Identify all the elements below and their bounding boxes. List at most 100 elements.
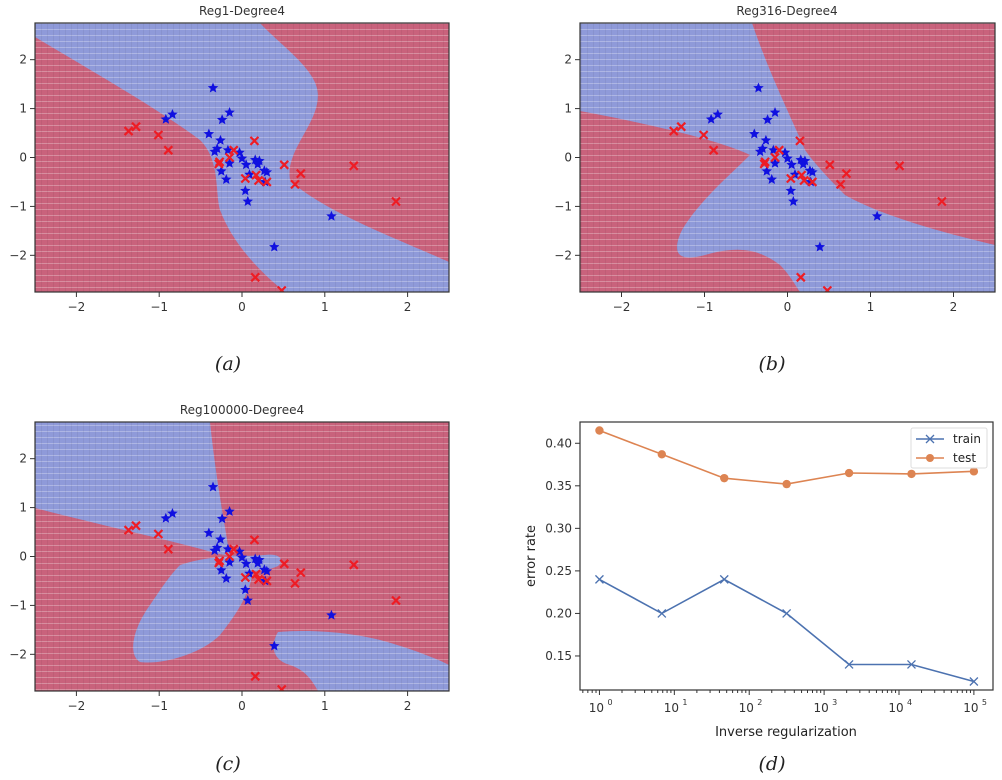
x-point	[228, 544, 239, 554]
y-tick-label: 0.30	[545, 521, 572, 535]
x-tick-label: −2	[613, 300, 631, 314]
y-tick-label: 1	[564, 102, 572, 116]
x-point	[290, 578, 300, 589]
x-point	[262, 177, 272, 187]
y-tick-label: −1	[554, 199, 572, 213]
y-tick-label: 0	[19, 151, 27, 165]
star-point	[207, 82, 219, 93]
panel-d: 10 0 10 1 10 2 10 3 10 4 10 50.150.200.250.300.350.…	[524, 421, 994, 775]
x-tick-exponent: 1	[682, 698, 687, 707]
caption-a: (a)	[215, 353, 241, 375]
x-point	[249, 535, 260, 545]
y-tick-label: 2	[564, 53, 572, 67]
x-tick-label: 10	[813, 701, 828, 715]
x-point	[391, 196, 401, 207]
y-tick-label: −1	[9, 598, 27, 612]
x-tick-label: 1	[321, 300, 329, 314]
y-tick-label: 0.25	[545, 564, 572, 578]
x-tick-label: 2	[404, 699, 412, 713]
star-point	[242, 595, 253, 605]
x-point	[214, 558, 224, 568]
point-test	[720, 473, 729, 483]
x-point	[822, 285, 833, 292]
y-axis-label: error rate	[524, 525, 539, 587]
x-point	[795, 136, 805, 146]
x-point	[296, 567, 306, 578]
star-point	[221, 174, 232, 184]
y-tick-label: 0.15	[545, 649, 572, 663]
star-point	[786, 159, 797, 170]
point-train	[657, 608, 667, 618]
star-point	[807, 166, 818, 177]
point-train	[719, 574, 729, 584]
x-point	[825, 160, 835, 170]
x-point	[123, 525, 134, 535]
x-tick-label: 10	[664, 701, 679, 715]
star-point	[209, 146, 220, 157]
star-point	[769, 157, 781, 168]
legend: train test	[910, 427, 988, 469]
x-point	[251, 569, 261, 579]
star-point	[236, 552, 248, 562]
x-point	[224, 551, 235, 562]
caption-c: (c)	[215, 753, 240, 775]
y-tick-label: −2	[554, 248, 572, 262]
point-test	[595, 426, 604, 435]
star-point	[762, 114, 773, 125]
x-tick-label: −2	[68, 300, 86, 314]
x-point	[250, 671, 261, 682]
x-tick-label: −1	[696, 300, 714, 314]
x-tick-label: 10	[589, 701, 604, 715]
panel-a-title: Reg1-Degree4	[199, 4, 285, 18]
legend-test-marker	[926, 454, 934, 462]
panel-b: Reg316-Degree4 −2 −1 0 1 2 −2 −1 0 1 2 (b)	[554, 4, 996, 375]
x-tick-label: 2	[404, 300, 412, 314]
x-tick-label: 1	[321, 699, 329, 713]
x-tick-label: 1	[867, 300, 875, 314]
star-point	[814, 241, 826, 252]
star-point	[224, 107, 235, 117]
x-point	[262, 576, 272, 586]
star-point	[224, 157, 235, 168]
star-point	[236, 153, 248, 163]
legend-train-label: train	[953, 432, 981, 446]
point-train	[844, 660, 854, 669]
star-point	[788, 196, 799, 206]
x-axis-label: Inverse regularization	[715, 725, 857, 740]
star-point	[160, 512, 172, 523]
y-tick-label: 0.40	[545, 436, 572, 450]
star-point	[768, 144, 779, 155]
star-point	[240, 185, 251, 196]
star-point	[761, 165, 772, 176]
x-tick-exponent: 3	[832, 698, 837, 707]
x-point	[279, 160, 290, 170]
x-tick-label: −1	[150, 699, 168, 713]
x-point	[276, 684, 287, 691]
x-point	[153, 529, 164, 539]
y-tick-label: 1	[19, 501, 27, 515]
star-point	[209, 545, 220, 556]
x-tick-label: 0	[238, 699, 246, 713]
star-point	[215, 134, 226, 145]
star-point	[240, 159, 252, 170]
x-point	[698, 130, 709, 140]
star-point	[269, 241, 280, 252]
x-point	[796, 272, 806, 283]
star-point	[769, 107, 781, 117]
y-tick-label: −1	[9, 199, 27, 213]
caption-b: (b)	[759, 353, 786, 375]
x-point	[708, 145, 719, 155]
star-point	[203, 527, 215, 538]
x-point	[251, 170, 261, 180]
x-point	[759, 159, 770, 169]
x-tick-label: 0	[784, 300, 792, 314]
point-test	[782, 479, 791, 489]
x-tick-exponent: 4	[907, 698, 912, 707]
x-point	[894, 161, 905, 171]
panel-c-title: Reg100000-Degree4	[180, 403, 304, 417]
star-point	[782, 153, 793, 163]
star-point	[252, 158, 263, 169]
x-point	[279, 559, 290, 569]
star-point	[753, 82, 764, 93]
star-point	[252, 557, 263, 568]
